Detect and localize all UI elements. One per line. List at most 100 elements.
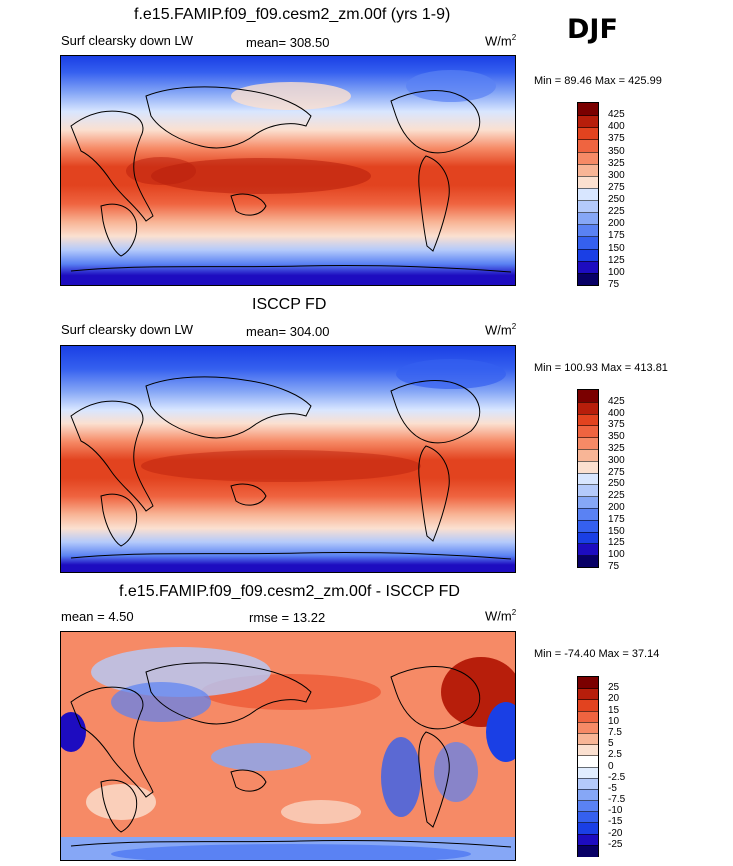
panel2-minmax: Min = 100.93 Max = 413.81: [534, 362, 668, 374]
colorbar-cell: [578, 248, 598, 262]
colorbar-cell: [578, 766, 598, 779]
panel2-map: [60, 345, 516, 573]
colorbar-cell: [578, 175, 598, 189]
panel2-mean: mean= 304.00: [246, 324, 330, 339]
colorbar-tick-label: 10: [608, 715, 620, 727]
colorbar-cell: [578, 844, 598, 857]
colorbar-cell: [578, 115, 598, 128]
colorbar-cell: [578, 744, 598, 756]
colorbar-tick-label: 15: [608, 704, 620, 716]
panel3-mean: mean = 4.50: [61, 609, 134, 624]
colorbar-tick-label: -2.5: [608, 771, 626, 783]
panel1-units: W/m2: [485, 33, 517, 49]
colorbar-cell: [578, 543, 598, 556]
colorbar-tick-label: 375: [608, 419, 625, 431]
colorbar-tick-label: 425: [608, 395, 625, 407]
colorbar-tick-label: 7.5: [608, 726, 622, 738]
colorbar-cell: [578, 139, 598, 153]
colorbar-tick-label: 300: [608, 454, 625, 466]
colorbar-tick-label: 425: [608, 109, 625, 121]
panel3-map: [60, 631, 516, 861]
colorbar-cell: [578, 833, 598, 846]
panel1-minmax: Min = 89.46 Max = 425.99: [534, 75, 662, 87]
panel3-colorbar: [577, 676, 599, 857]
colorbar-tick-label: 225: [608, 206, 625, 218]
panel2-variable: Surf clearsky down LW: [61, 322, 193, 337]
colorbar-cell: [578, 822, 598, 835]
colorbar-tick-label: 100: [608, 549, 625, 561]
panel2-title: ISCCP FD: [252, 296, 327, 313]
colorbar-cell: [578, 732, 598, 745]
colorbar-tick-label: 400: [608, 407, 625, 419]
panel1-mean: mean= 308.50: [246, 35, 330, 50]
colorbar-cell: [578, 260, 598, 274]
colorbar-tick-label: -7.5: [608, 794, 626, 806]
panel2-map-field: [61, 346, 515, 572]
colorbar-tick-label: 275: [608, 181, 625, 193]
colorbar-cell: [578, 236, 598, 250]
colorbar-tick-label: 200: [608, 218, 625, 230]
panel1-map-field: [61, 56, 515, 285]
colorbar-tick-label: 0: [608, 760, 614, 772]
colorbar-tick-label: 200: [608, 502, 625, 513]
colorbar-tick-label: -10: [608, 805, 623, 817]
panel3-rmse: rmse = 13.22: [249, 610, 326, 625]
panel1-title: f.e15.FAMIP.f09_f09.cesm2_zm.00f (yrs 1-…: [134, 6, 451, 23]
colorbar-cell: [578, 224, 598, 237]
season-label: DJF: [567, 14, 618, 45]
colorbar-tick-label: 275: [608, 466, 625, 478]
colorbar-tick-label: 325: [608, 443, 625, 454]
colorbar-cell: [578, 425, 598, 438]
colorbar-cell: [578, 677, 598, 689]
colorbar-tick-label: 75: [608, 279, 620, 290]
panel3-map-field: [61, 632, 515, 860]
colorbar-tick-label: 20: [608, 693, 620, 705]
colorbar-tick-label: 100: [608, 266, 625, 278]
colorbar-cell: [578, 390, 598, 403]
colorbar-tick-label: -15: [608, 816, 623, 828]
colorbar-cell: [578, 699, 598, 712]
colorbar-cell: [578, 519, 598, 533]
colorbar-tick-label: -25: [608, 838, 623, 850]
panel3-title: f.e15.FAMIP.f09_f09.cesm2_zm.00f - ISCCP…: [119, 583, 460, 600]
panel3-units: W/m2: [485, 608, 517, 624]
colorbar-tick-label: 5: [608, 738, 614, 750]
colorbar-cell: [578, 484, 598, 497]
colorbar-tick-label: 125: [608, 254, 625, 266]
panel1-variable: Surf clearsky down LW: [61, 33, 193, 48]
panel1-colorbar: [577, 102, 599, 286]
colorbar-tick-label: -5: [608, 782, 617, 794]
colorbar-cell: [578, 508, 598, 521]
colorbar-cell: [578, 200, 598, 213]
colorbar-cell: [578, 163, 598, 177]
colorbar-tick-label: 150: [608, 242, 625, 254]
colorbar-cell: [578, 460, 598, 474]
colorbar-tick-label: 350: [608, 145, 625, 157]
colorbar-cell: [578, 788, 598, 801]
colorbar-tick-label: 2.5: [608, 749, 622, 761]
colorbar-tick-label: 150: [608, 525, 625, 537]
panel1-map: [60, 55, 516, 286]
colorbar-cell: [578, 721, 598, 734]
colorbar-cell: [578, 811, 598, 823]
colorbar-cell: [578, 401, 598, 415]
colorbar-cell: [578, 755, 598, 767]
colorbar-cell: [578, 688, 598, 700]
colorbar-tick-label: 175: [608, 230, 625, 242]
colorbar-tick-label: 175: [608, 513, 625, 525]
colorbar-tick-label: 350: [608, 431, 625, 443]
colorbar-tick-label: 250: [608, 194, 625, 206]
colorbar-tick-label: -20: [608, 827, 623, 839]
colorbar-cell: [578, 187, 598, 201]
colorbar-tick-label: 25: [608, 682, 620, 694]
colorbar-tick-label: 250: [608, 478, 625, 490]
colorbar-cell: [578, 127, 598, 140]
colorbar-cell: [578, 555, 598, 568]
colorbar-cell: [578, 777, 598, 790]
colorbar-cell: [578, 413, 598, 426]
panel2-units: W/m2: [485, 322, 517, 338]
panel3-minmax: Min = -74.40 Max = 37.14: [534, 648, 660, 660]
colorbar-tick-label: 400: [608, 121, 625, 133]
colorbar-cell: [578, 272, 598, 286]
colorbar-cell: [578, 472, 598, 485]
